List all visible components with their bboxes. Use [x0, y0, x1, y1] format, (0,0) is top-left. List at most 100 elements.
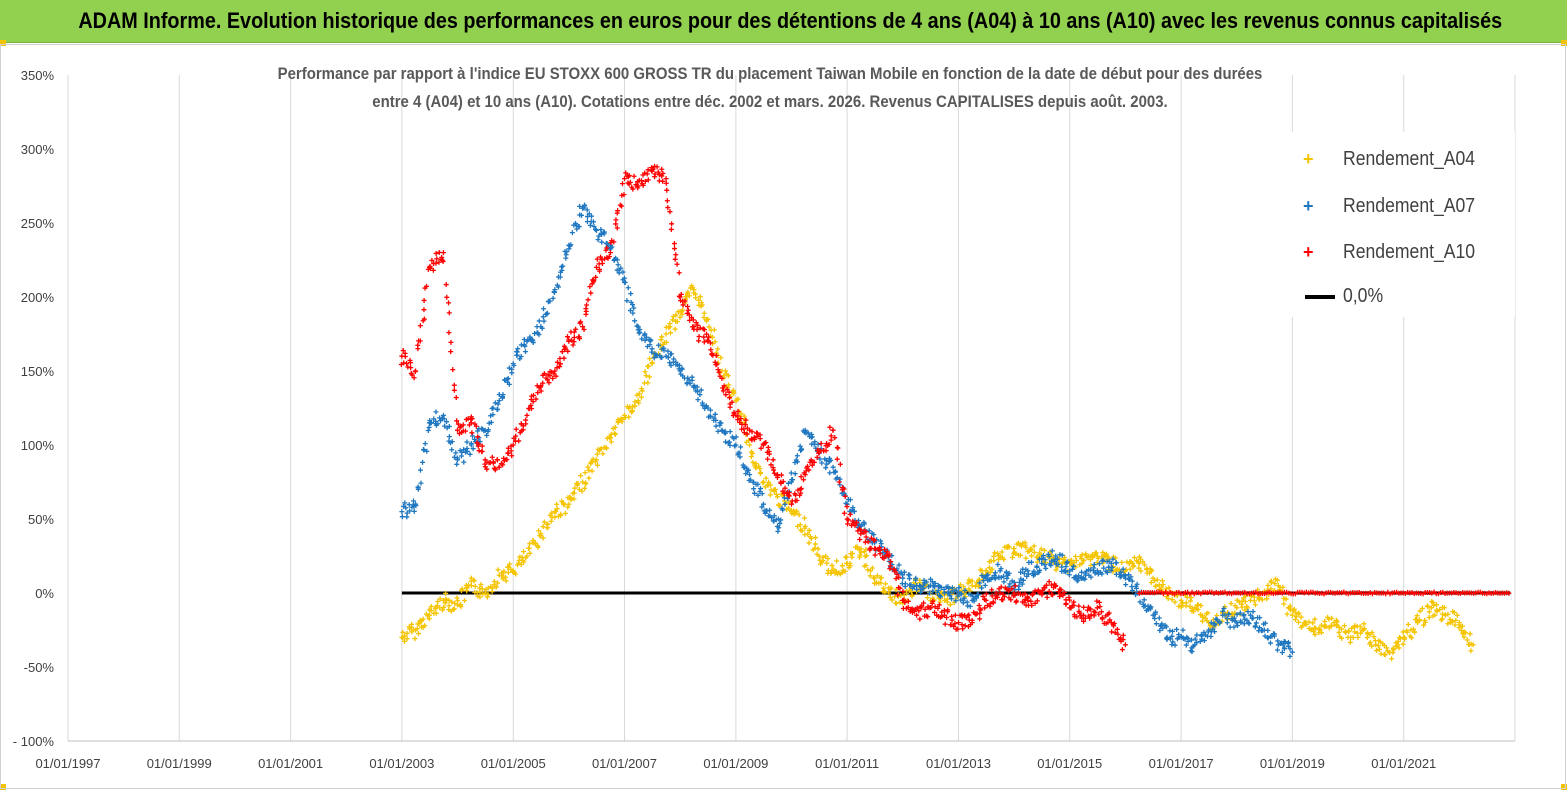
data-point	[426, 612, 432, 618]
data-point	[1041, 547, 1047, 553]
data-point	[1421, 622, 1427, 628]
data-point	[621, 192, 627, 198]
data-point	[402, 353, 408, 359]
data-point	[1050, 592, 1056, 598]
data-point	[1174, 626, 1180, 632]
data-point	[858, 522, 864, 528]
data-point	[817, 456, 823, 462]
data-point	[469, 416, 475, 422]
data-point	[893, 600, 899, 606]
data-point	[1425, 604, 1431, 610]
data-point	[1046, 579, 1052, 585]
data-point	[672, 246, 678, 252]
data-point	[961, 584, 967, 590]
data-point	[1100, 550, 1106, 556]
data-point	[489, 454, 495, 460]
data-point	[449, 599, 455, 605]
data-point	[428, 419, 434, 425]
data-point	[818, 441, 824, 447]
data-point	[812, 545, 818, 551]
data-point	[799, 528, 805, 534]
data-point	[488, 419, 494, 425]
data-point	[479, 448, 485, 454]
data-point	[724, 387, 730, 393]
data-point	[446, 434, 452, 440]
data-point	[468, 442, 474, 448]
data-point	[1127, 576, 1133, 582]
data-point	[705, 316, 711, 322]
data-point	[857, 537, 863, 543]
legend-item-a04: + Rendement_A04	[1283, 148, 1515, 172]
data-point	[1023, 544, 1029, 550]
data-point	[928, 605, 934, 611]
data-point	[407, 360, 413, 366]
data-point	[660, 178, 666, 184]
data-point	[521, 549, 527, 555]
data-point	[1318, 622, 1324, 628]
data-point	[1031, 543, 1037, 549]
data-point	[399, 509, 405, 515]
data-point	[1088, 606, 1094, 612]
data-point	[961, 595, 967, 601]
data-point	[559, 267, 565, 273]
data-point	[729, 399, 735, 405]
data-point	[1253, 620, 1259, 626]
data-point	[799, 446, 805, 452]
data-point	[1073, 564, 1079, 570]
data-point	[495, 567, 501, 573]
data-point	[590, 219, 596, 225]
data-point	[1373, 642, 1379, 648]
data-point	[1432, 612, 1438, 618]
data-point	[672, 256, 678, 262]
data-point	[580, 479, 586, 485]
data-point	[650, 166, 656, 172]
data-point	[774, 494, 780, 500]
data-point	[430, 267, 436, 273]
data-point	[645, 177, 651, 183]
data-point	[1094, 553, 1100, 559]
data-point	[1055, 561, 1061, 567]
data-point	[1252, 623, 1258, 629]
data-point	[437, 415, 443, 421]
data-point	[947, 622, 953, 628]
data-point	[930, 579, 936, 585]
data-point	[750, 459, 756, 465]
data-point	[1231, 615, 1237, 621]
data-point	[883, 581, 889, 587]
data-point	[847, 511, 853, 517]
data-point	[667, 209, 673, 215]
data-point	[571, 490, 577, 496]
data-point	[1416, 617, 1422, 623]
data-point	[1246, 621, 1252, 627]
data-point	[402, 500, 408, 506]
data-point	[708, 347, 714, 353]
data-point	[1039, 556, 1045, 562]
data-point	[1222, 612, 1228, 618]
data-point	[812, 439, 818, 445]
data-point	[407, 508, 413, 514]
data-point	[1039, 587, 1045, 593]
data-point	[824, 560, 830, 566]
data-point	[1039, 592, 1045, 598]
data-point	[989, 587, 995, 593]
data-point	[422, 623, 428, 629]
data-point	[1283, 596, 1289, 602]
data-point	[1134, 581, 1140, 587]
data-point	[1052, 583, 1058, 589]
data-point	[608, 439, 614, 445]
data-point	[1136, 560, 1142, 566]
data-point	[658, 337, 664, 343]
data-point	[1031, 568, 1037, 574]
data-point	[857, 552, 863, 558]
data-point	[1079, 552, 1085, 558]
data-point	[760, 501, 766, 507]
data-point	[1119, 559, 1125, 565]
title-banner: ADAM Informe. Evolution historique des p…	[0, 0, 1567, 43]
data-point	[936, 602, 942, 608]
data-point	[760, 479, 766, 485]
data-point	[609, 244, 615, 250]
data-point	[451, 606, 457, 612]
data-point	[741, 430, 747, 436]
data-point	[716, 369, 722, 375]
data-point	[593, 227, 599, 233]
